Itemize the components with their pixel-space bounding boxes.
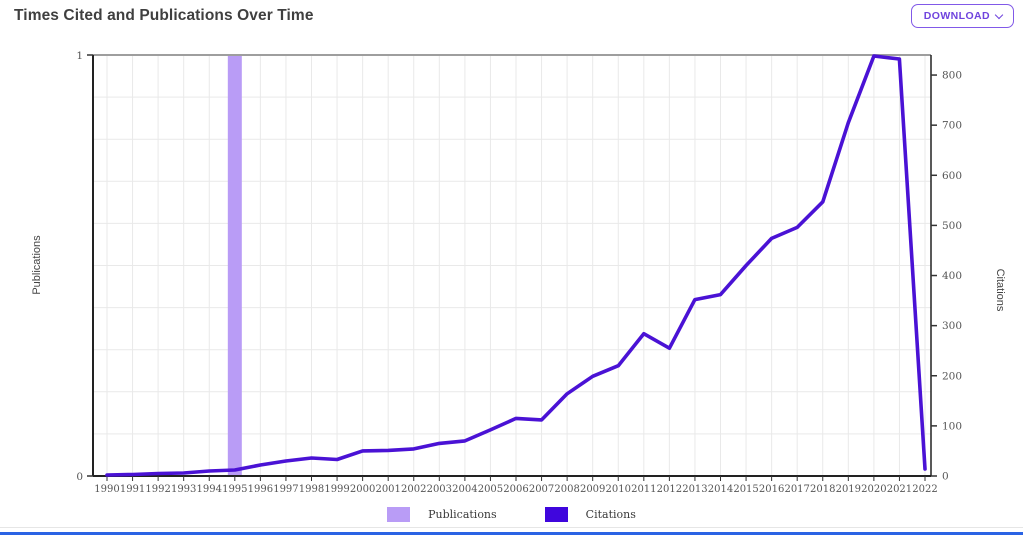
- svg-text:1999: 1999: [324, 484, 349, 495]
- svg-text:2015: 2015: [733, 484, 758, 495]
- svg-text:2012: 2012: [657, 484, 682, 495]
- svg-text:100: 100: [942, 420, 962, 432]
- publications-bar: [227, 55, 242, 476]
- svg-text:0: 0: [76, 471, 83, 483]
- svg-text:1995: 1995: [222, 484, 247, 495]
- left-axis-label: Publications: [31, 235, 43, 295]
- svg-text:2017: 2017: [784, 484, 809, 495]
- svg-text:1990: 1990: [94, 484, 119, 495]
- publications-swatch-icon: [387, 507, 411, 522]
- svg-text:2002: 2002: [401, 484, 426, 495]
- chart-canvas: 1990 1991 1992 1993 1994 1995 1996 1997 1998 1999…: [31, 50, 1006, 495]
- svg-text:1994: 1994: [197, 484, 222, 495]
- svg-text:2001: 2001: [375, 484, 400, 495]
- citations-swatch-icon: [544, 507, 568, 522]
- svg-text:1993: 1993: [171, 484, 196, 495]
- svg-text:1996: 1996: [248, 484, 273, 495]
- svg-text:2004: 2004: [452, 484, 477, 495]
- svg-text:1991: 1991: [120, 484, 145, 495]
- svg-text:2008: 2008: [554, 484, 579, 495]
- legend-item-publications[interactable]: Publications: [387, 507, 497, 522]
- legend-label: Citations: [585, 508, 636, 521]
- svg-text:2009: 2009: [580, 484, 605, 495]
- svg-text:2006: 2006: [503, 484, 528, 495]
- legend-item-citations[interactable]: Citations: [544, 507, 636, 522]
- download-button-label: DOWNLOAD: [923, 10, 990, 22]
- chart-legend: Publications Citations: [0, 507, 1023, 522]
- svg-text:0: 0: [942, 471, 949, 483]
- svg-text:2003: 2003: [427, 484, 452, 495]
- svg-text:2007: 2007: [529, 484, 554, 495]
- svg-text:2005: 2005: [478, 484, 503, 495]
- svg-text:1997: 1997: [273, 484, 298, 495]
- svg-text:2022: 2022: [912, 484, 937, 495]
- svg-text:2020: 2020: [861, 484, 886, 495]
- svg-text:2010: 2010: [606, 484, 631, 495]
- svg-text:2014: 2014: [708, 484, 733, 495]
- svg-text:600: 600: [942, 170, 962, 182]
- right-axis-label: Citations: [994, 269, 1006, 312]
- svg-text:2011: 2011: [631, 484, 656, 495]
- svg-text:2019: 2019: [836, 484, 861, 495]
- svg-text:1998: 1998: [299, 484, 324, 495]
- bottom-accent-bar: [0, 532, 1023, 535]
- svg-text:700: 700: [942, 120, 962, 132]
- svg-text:1992: 1992: [145, 484, 170, 495]
- svg-text:500: 500: [942, 220, 962, 232]
- legend-label: Publications: [428, 508, 497, 521]
- svg-text:300: 300: [942, 320, 962, 332]
- card-divider: [0, 527, 1023, 528]
- svg-text:800: 800: [942, 70, 962, 82]
- svg-text:2016: 2016: [759, 484, 784, 495]
- svg-text:400: 400: [942, 270, 962, 282]
- svg-text:2013: 2013: [682, 484, 707, 495]
- chart-header: Times Cited and Publications Over Time D…: [0, 0, 1023, 34]
- chart-title: Times Cited and Publications Over Time: [14, 7, 314, 24]
- svg-text:1: 1: [76, 50, 83, 62]
- svg-text:200: 200: [942, 370, 962, 382]
- download-button[interactable]: DOWNLOAD: [910, 4, 1014, 28]
- svg-text:2000: 2000: [350, 484, 375, 495]
- svg-text:2018: 2018: [810, 484, 835, 495]
- citations-line: [105, 54, 927, 477]
- svg-text:2021: 2021: [887, 484, 912, 495]
